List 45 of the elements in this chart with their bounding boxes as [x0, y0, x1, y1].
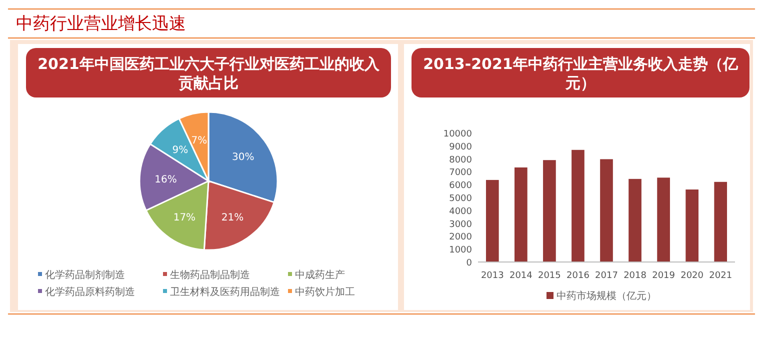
bar	[714, 182, 728, 262]
legend-label: 中成药生产	[295, 269, 345, 281]
x-tick-label: 2015	[538, 271, 561, 281]
y-tick-label: 6000	[449, 181, 472, 192]
bar	[486, 180, 499, 262]
data-label: 30%	[232, 152, 254, 163]
legend-label: 中药市场规模（亿元）	[556, 290, 656, 302]
bar	[514, 167, 528, 262]
chart-title: 2013-2021年中药行业主营业务收入走势（亿元）	[423, 55, 739, 92]
legend-label: 化学药品原料药制造	[45, 286, 135, 298]
bar	[543, 160, 556, 262]
x-tick-label: 2019	[652, 271, 676, 281]
x-tick-label: 2016	[566, 271, 590, 281]
y-tick-label: 1000	[449, 246, 472, 256]
bar	[628, 178, 642, 262]
x-tick-label: 2018	[624, 271, 647, 281]
y-tick-label: 5000	[449, 194, 472, 204]
bar	[600, 159, 613, 262]
legend-label: 卫生材料及医药用品制造	[170, 286, 280, 298]
x-tick-label: 2021	[709, 271, 732, 281]
y-tick-label: 7000	[449, 168, 472, 178]
chart-title: 2021年中国医药工业六大子行业对医药工业的收入贡献占比	[38, 55, 380, 92]
y-tick-label: 0	[466, 258, 472, 268]
legend-label: 生物药品制品制造	[170, 269, 250, 281]
y-tick-label: 4000	[449, 206, 472, 217]
x-tick-label: 2014	[509, 271, 533, 281]
bar	[686, 190, 698, 262]
bar	[657, 178, 670, 262]
data-label: 9%	[172, 144, 188, 156]
data-label: 21%	[221, 212, 244, 224]
x-tick-label: 2013	[480, 271, 504, 281]
legend-label: 中药饮片加工	[295, 286, 355, 298]
y-tick-label: 10000	[443, 130, 472, 140]
x-tick-label: 2020	[680, 271, 704, 281]
y-tick-label: 8000	[449, 155, 472, 166]
legend-label: 化学药品制剂制造	[45, 269, 125, 281]
text: 中药行业营业增长迅速	[16, 14, 186, 34]
y-tick-label: 9000	[449, 142, 472, 152]
data-label: 17%	[173, 212, 196, 224]
data-label: 16%	[154, 174, 177, 186]
y-tick-label: 2000	[449, 232, 472, 243]
data-label: 7%	[191, 135, 208, 146]
x-tick-label: 2017	[595, 271, 618, 281]
y-tick-label: 3000	[449, 220, 472, 230]
bar	[572, 150, 584, 262]
